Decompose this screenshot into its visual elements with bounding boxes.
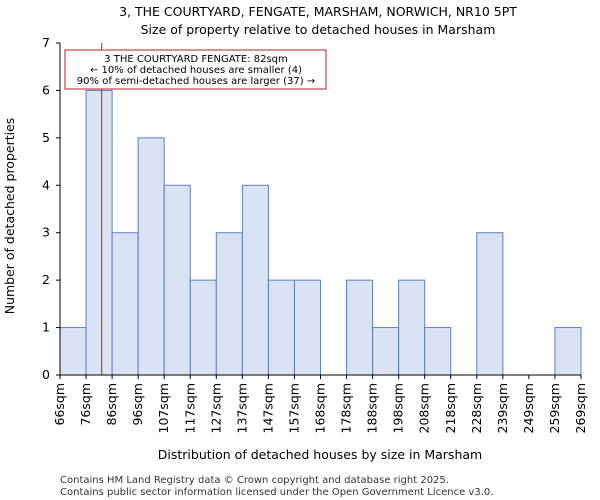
x-tick-label: 76sqm: [78, 383, 93, 426]
bar-117sqm: [189, 279, 217, 376]
y-tick-label: 6: [42, 82, 50, 97]
x-tick-label: 198sqm: [391, 383, 406, 433]
annotation-line-2: ← 10% of detached houses are smaller (4): [90, 65, 302, 76]
bar-137sqm: [241, 184, 269, 376]
bar-86sqm: [111, 232, 139, 376]
x-tick-label: 66sqm: [52, 383, 67, 426]
x-tick-label: 107sqm: [156, 383, 171, 433]
bar-178sqm: [346, 279, 374, 376]
bar-group: [59, 89, 582, 376]
annotation-line-1: 3 THE COURTYARD FENGATE: 82sqm: [104, 54, 288, 65]
annotation-box: 3 THE COURTYARD FENGATE: 82sqm ← 10% of …: [64, 49, 327, 90]
footer-line-2: Contains public sector information licen…: [60, 487, 493, 498]
bar-198sqm: [398, 279, 426, 376]
y-tick-label: 4: [42, 177, 50, 192]
bar-66sqm: [59, 327, 87, 376]
bar-127sqm: [215, 232, 243, 376]
x-tick-label: 188sqm: [365, 383, 380, 433]
x-tick-label: 168sqm: [313, 383, 328, 433]
bar-147sqm: [267, 279, 295, 376]
x-tick-label: 259sqm: [547, 383, 562, 433]
y-tick-label: 0: [42, 367, 50, 382]
chart-subtitle: Size of property relative to detached ho…: [141, 22, 496, 37]
bar-157sqm: [293, 279, 322, 376]
x-tick-label: 269sqm: [573, 383, 588, 433]
y-tick-label: 2: [42, 272, 50, 287]
bar-228sqm: [476, 232, 504, 376]
x-tick-label: 239sqm: [495, 383, 510, 433]
x-tick-label: 137sqm: [234, 383, 249, 433]
footer-line-1: Contains HM Land Registry data © Crown c…: [60, 475, 449, 486]
x-tick-label: 249sqm: [521, 383, 536, 433]
bar-208sqm: [424, 327, 452, 376]
y-tick-label: 7: [42, 35, 50, 50]
bar-107sqm: [163, 184, 191, 376]
x-axis-label: Distribution of detached houses by size …: [158, 447, 482, 462]
y-tick-label: 5: [42, 130, 50, 145]
x-axis-ticks: 66sqm 76sqm 86sqm 96sqm 107sqm 117sqm 127sqm 13…: [52, 375, 588, 433]
x-tick-label: 127sqm: [208, 383, 223, 433]
bar-259sqm: [554, 327, 582, 376]
x-tick-label: 157sqm: [286, 383, 301, 433]
bar-96sqm: [137, 137, 165, 376]
y-tick-label: 1: [42, 320, 50, 335]
y-axis-ticks: 0 1 2 3 4 5 6 7: [42, 35, 60, 382]
y-tick-label: 3: [42, 225, 50, 240]
x-tick-label: 208sqm: [417, 383, 432, 433]
chart-title: 3, THE COURTYARD, FENGATE, MARSHAM, NORW…: [119, 4, 517, 19]
annotation-border: [64, 49, 327, 90]
x-tick-label: 178sqm: [339, 383, 354, 433]
y-axis-label: Number of detached properties: [2, 118, 17, 315]
x-tick-label: 117sqm: [182, 383, 197, 433]
x-tick-label: 218sqm: [443, 383, 458, 433]
x-tick-label: 86sqm: [104, 383, 119, 426]
bar-188sqm: [372, 327, 400, 376]
bar-76sqm: [85, 89, 113, 376]
x-tick-label: 147sqm: [260, 383, 275, 433]
x-tick-label: 96sqm: [130, 383, 145, 426]
annotation-line-3: 90% of semi-detached houses are larger (…: [77, 76, 315, 87]
x-tick-label: 228sqm: [469, 383, 484, 433]
